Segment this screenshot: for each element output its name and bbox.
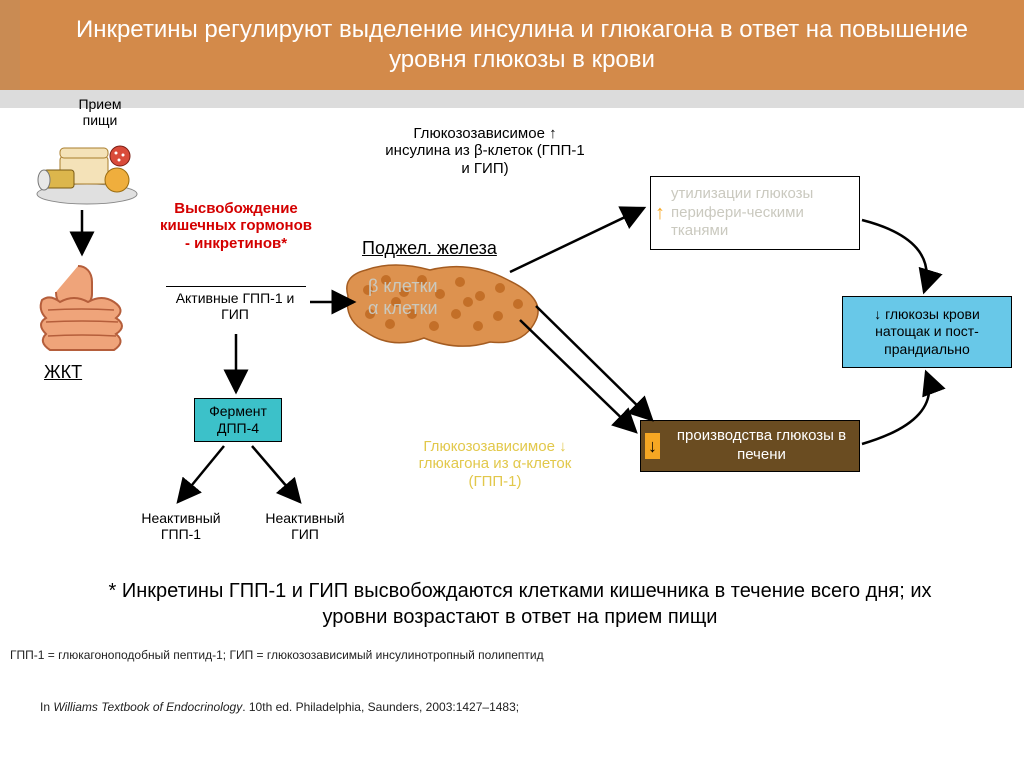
label-inactive-glp: Неактивный ГПП-1 (126, 510, 236, 542)
divider-hormones (166, 286, 306, 287)
label-pancreas: Поджел. железа (362, 238, 497, 259)
page-title: Инкретины регулируют выделение инсулина … (20, 0, 1024, 90)
footnote-text: * Инкретины ГПП-1 и ГИП высвобождаются к… (80, 578, 960, 630)
box-dpp4-label: Фермент ДПП-4 (199, 403, 277, 438)
box-dpp4: Фермент ДПП-4 (194, 398, 282, 442)
box-blood-glucose-label: ↓ глюкозы крови натощак и пост-прандиаль… (847, 306, 1007, 359)
citation-italic: Williams Textbook of Endocrinology (53, 700, 242, 714)
up-arrow-icon: ↑ (655, 201, 665, 226)
box-blood-glucose: ↓ глюкозы крови натощак и пост-прандиаль… (842, 296, 1012, 368)
citation-rest: . 10th ed. Philadelphia, Saunders, 2003:… (242, 700, 519, 714)
box-liver-production: ↓ производства глюкозы в печени (640, 420, 860, 472)
down-arrow-icon: ↓ (645, 433, 660, 460)
label-glucagon-down: Глюкозозависимое ↓ глюкагона из α-клеток… (400, 438, 590, 490)
intestine-icon (28, 260, 138, 365)
label-alpha-cells: α клетки (368, 298, 438, 319)
box-tissue-uptake-label: утилизации глюкозы перифери-ческими ткан… (671, 185, 855, 241)
citation-prefix: In (40, 700, 53, 714)
title-band: Инкретины регулируют выделение инсулина … (0, 0, 1024, 90)
label-gut-hormones: Высвобождение кишечных гормонов - инкрет… (156, 200, 316, 252)
box-liver-label: производства глюкозы в печени (668, 427, 855, 465)
label-inactive-gip: Неактивный ГИП (250, 510, 360, 542)
label-beta-cells: β клетки (368, 276, 438, 297)
label-gi-tract: ЖКТ (44, 362, 82, 383)
box-tissue-uptake: ↑ утилизации глюкозы перифери-ческими тк… (650, 176, 860, 250)
label-active-incretins: Активные ГПП-1 и ГИП (170, 290, 300, 322)
gray-strip (0, 90, 1024, 108)
citation: In Williams Textbook of Endocrinology. 1… (40, 700, 519, 714)
label-food-intake: Прием пищи (60, 96, 140, 128)
food-icon (32, 136, 142, 211)
label-insulin-up: Глюкозозависимое ↑ инсулина из β-клеток … (380, 125, 590, 177)
title-band-accent (0, 0, 20, 90)
abbreviations: ГПП-1 = глюкагоноподобный пептид-1; ГИП … (10, 648, 544, 662)
